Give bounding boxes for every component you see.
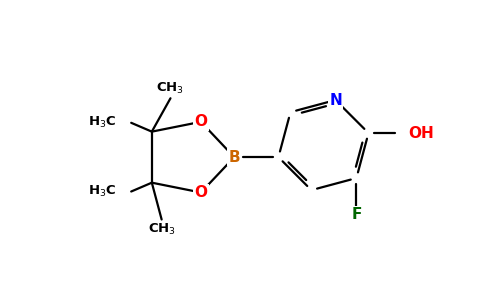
Text: CH$_3$: CH$_3$ [148, 222, 176, 237]
Text: H$_3$C: H$_3$C [88, 184, 117, 199]
Text: N: N [329, 93, 342, 108]
Text: CH$_3$: CH$_3$ [156, 81, 184, 96]
Text: F: F [351, 207, 362, 222]
Text: O: O [195, 114, 208, 129]
Text: OH: OH [408, 125, 435, 140]
Text: O: O [195, 185, 208, 200]
Text: B: B [228, 150, 240, 165]
Text: H$_3$C: H$_3$C [88, 115, 117, 130]
